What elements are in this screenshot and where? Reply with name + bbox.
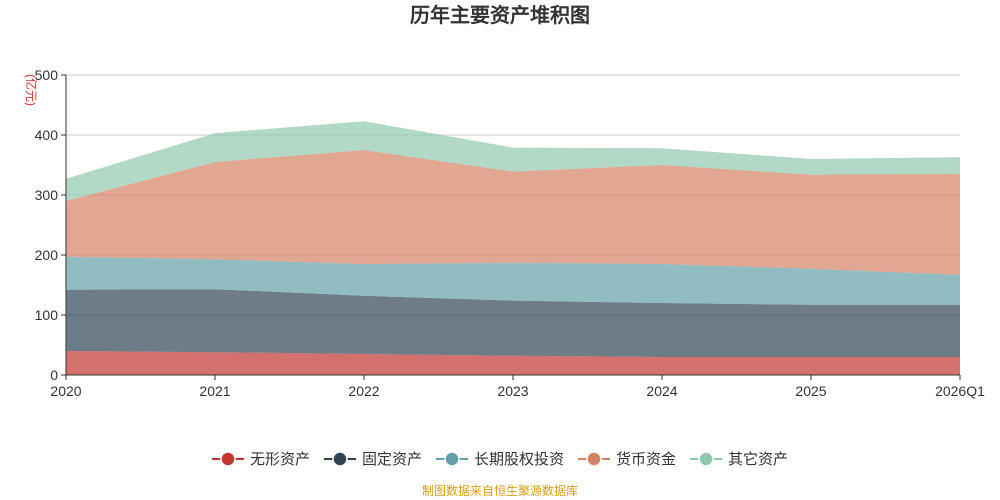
legend-item-0[interactable]: 无形资产 xyxy=(212,451,310,468)
y-tick-label: 0 xyxy=(50,367,58,383)
legend-label: 固定资产 xyxy=(362,451,422,468)
x-tick-label: 2020 xyxy=(50,383,81,399)
area-series-4 xyxy=(66,121,960,201)
x-tick-label: 2021 xyxy=(199,383,230,399)
legend-label: 货币资金 xyxy=(616,451,676,468)
legend-item-4[interactable]: 其它资产 xyxy=(690,450,788,468)
area-series-group xyxy=(66,121,960,375)
data-source-note: 制图数据来自恒生聚源数据库 xyxy=(422,483,578,498)
legend-item-1[interactable]: 固定资产 xyxy=(324,451,422,468)
legend-marker-icon xyxy=(586,451,602,467)
legend-marker-icon xyxy=(698,451,714,467)
x-tick-label: 2026Q1 xyxy=(935,383,985,399)
legend-marker-icon xyxy=(444,451,460,467)
y-tick-label: 400 xyxy=(35,127,59,143)
legend-label: 无形资产 xyxy=(250,451,310,468)
legend-item-3[interactable]: 货币资金 xyxy=(578,451,676,468)
y-tick-label: 300 xyxy=(35,187,59,203)
x-tick-label: 2023 xyxy=(497,383,528,399)
x-tick-label: 2024 xyxy=(646,383,677,399)
y-tick-label: 500 xyxy=(35,67,59,83)
y-tick-label: 200 xyxy=(35,247,59,263)
area-series-3 xyxy=(66,150,960,275)
y-axis-unit-label: (亿元) xyxy=(24,74,39,106)
y-tick-label: 100 xyxy=(35,307,59,323)
area-series-1 xyxy=(66,289,960,357)
x-tick-label: 2022 xyxy=(348,383,379,399)
legend: 无形资产 固定资产 长期股权投资 货币资金 其它资产 xyxy=(212,450,788,468)
legend-marker-icon xyxy=(220,451,236,467)
x-tick-label: 2025 xyxy=(795,383,826,399)
legend-label: 长期股权投资 xyxy=(474,451,564,468)
chart-title: 历年主要资产堆积图 xyxy=(410,3,590,27)
axes: 0 100 200 300 400 500 2020 2021 2022 2023 2024 2025… xyxy=(35,67,985,399)
legend-item-2[interactable]: 长期股权投资 xyxy=(436,451,564,468)
legend-label: 其它资产 xyxy=(728,450,788,468)
legend-marker-icon xyxy=(332,451,348,467)
area-series-2 xyxy=(66,256,960,305)
